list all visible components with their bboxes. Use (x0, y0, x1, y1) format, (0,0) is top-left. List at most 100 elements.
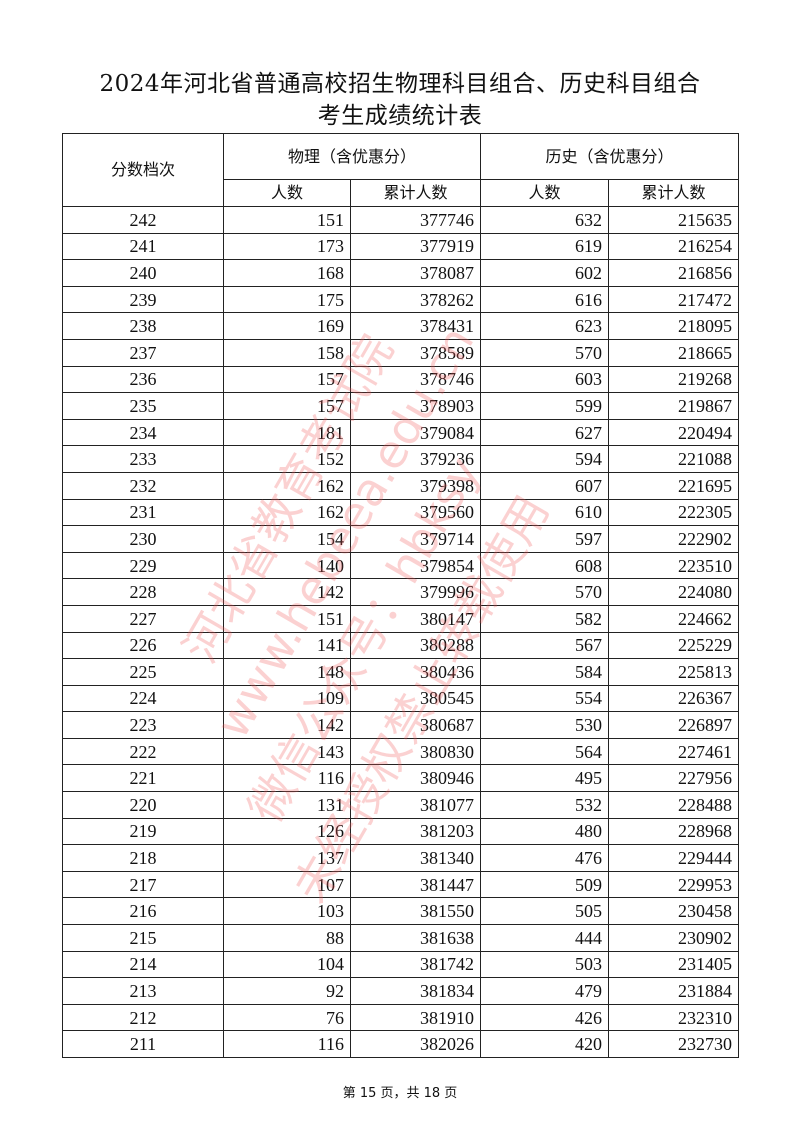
cell-history-count: 495 (480, 764, 610, 793)
cell-physics-cumulative: 378087 (349, 259, 482, 287)
cell-history-cumulative: 223510 (608, 551, 740, 580)
cell-score: 239 (62, 285, 224, 314)
cell-score: 237 (62, 338, 224, 367)
score-statistics-table: 分数档次 物理（含优惠分） 历史（含优惠分） 人数 累计人数 人数 累计人数 2… (62, 133, 740, 1058)
cell-physics-count: 143 (223, 737, 351, 766)
cell-physics-count: 126 (223, 817, 351, 846)
cell-score: 212 (62, 1003, 224, 1032)
table-row: 214 104 381742 503 231405 (62, 950, 740, 979)
table-row: 229 140 379854 608 223510 (62, 551, 740, 580)
cell-score: 213 (62, 977, 224, 1005)
cell-history-count: 444 (480, 924, 610, 952)
cell-physics-cumulative: 381638 (349, 924, 482, 952)
table-row: 236 157 378746 603 219268 (62, 365, 740, 394)
table-row: 218 137 381340 476 229444 (62, 844, 740, 872)
cell-history-cumulative: 230902 (608, 924, 740, 952)
cell-history-count: 554 (480, 684, 610, 713)
table-row: 225 148 380436 584 225813 (62, 658, 740, 686)
header-history-count: 人数 (480, 179, 610, 207)
cell-history-cumulative: 229444 (608, 844, 740, 872)
table-row: 237 158 378589 570 218665 (62, 338, 740, 367)
table-row: 239 175 378262 616 217472 (62, 285, 740, 314)
cell-physics-count: 151 (223, 206, 351, 234)
cell-score: 227 (62, 604, 224, 633)
table-row: 242 151 377746 632 215635 (62, 206, 740, 234)
cell-history-count: 584 (480, 658, 610, 686)
cell-history-count: 603 (480, 365, 610, 394)
cell-history-cumulative: 225813 (608, 658, 740, 686)
document-subtitle: 考生成绩统计表 (317, 103, 483, 129)
cell-physics-count: 88 (223, 924, 351, 952)
table-row: 235 157 378903 599 219867 (62, 392, 740, 420)
table-row: 219 126 381203 480 228968 (62, 817, 740, 846)
cell-history-cumulative: 216254 (608, 232, 740, 261)
table-row: 217 107 381447 509 229953 (62, 870, 740, 899)
cell-physics-cumulative: 381834 (349, 977, 482, 1005)
cell-history-count: 532 (480, 791, 610, 819)
header-score: 分数档次 (62, 133, 224, 207)
cell-history-cumulative: 231405 (608, 950, 740, 979)
cell-history-cumulative: 219268 (608, 365, 740, 394)
cell-history-count: 627 (480, 418, 610, 447)
cell-score: 235 (62, 392, 224, 420)
cell-score: 225 (62, 658, 224, 686)
table-row: 213 92 381834 479 231884 (62, 977, 740, 1005)
table-row: 241 173 377919 619 216254 (62, 232, 740, 261)
cell-physics-count: 162 (223, 498, 351, 527)
cell-history-cumulative: 222902 (608, 525, 740, 553)
cell-history-count: 503 (480, 950, 610, 979)
cell-history-cumulative: 224080 (608, 578, 740, 606)
cell-physics-cumulative: 381340 (349, 844, 482, 872)
cell-history-count: 597 (480, 525, 610, 553)
table-row: 221 116 380946 495 227956 (62, 764, 740, 793)
cell-history-count: 610 (480, 498, 610, 527)
cell-physics-count: 141 (223, 631, 351, 660)
cell-score: 221 (62, 764, 224, 793)
cell-history-count: 616 (480, 285, 610, 314)
table-row: 232 162 379398 607 221695 (62, 471, 740, 500)
cell-history-count: 567 (480, 631, 610, 660)
cell-physics-cumulative: 380545 (349, 684, 482, 713)
cell-score: 211 (62, 1030, 224, 1058)
cell-score: 218 (62, 844, 224, 872)
cell-score: 229 (62, 551, 224, 580)
cell-history-count: 602 (480, 259, 610, 287)
cell-physics-cumulative: 380946 (349, 764, 482, 793)
cell-physics-cumulative: 379236 (349, 445, 482, 473)
cell-history-count: 632 (480, 206, 610, 234)
cell-physics-count: 162 (223, 471, 351, 500)
cell-score: 217 (62, 870, 224, 899)
cell-history-count: 599 (480, 392, 610, 420)
cell-history-cumulative: 226367 (608, 684, 740, 713)
cell-history-count: 420 (480, 1030, 610, 1058)
cell-history-cumulative: 230458 (608, 897, 740, 926)
cell-physics-cumulative: 379560 (349, 498, 482, 527)
cell-physics-cumulative: 378903 (349, 392, 482, 420)
cell-physics-cumulative: 378262 (349, 285, 482, 314)
cell-score: 224 (62, 684, 224, 713)
cell-physics-cumulative: 379398 (349, 471, 482, 500)
document-title: 2024年河北省普通高校招生物理科目组合、历史科目组合 (99, 71, 701, 97)
cell-history-cumulative: 221695 (608, 471, 740, 500)
cell-history-cumulative: 231884 (608, 977, 740, 1005)
header-history: 历史（含优惠分） (480, 133, 740, 180)
cell-physics-cumulative: 380436 (349, 658, 482, 686)
cell-physics-count: 173 (223, 232, 351, 261)
cell-history-cumulative: 228488 (608, 791, 740, 819)
cell-history-cumulative: 215635 (608, 206, 740, 234)
cell-score: 228 (62, 578, 224, 606)
cell-history-count: 623 (480, 312, 610, 340)
cell-physics-count: 109 (223, 684, 351, 713)
table-row: 222 143 380830 564 227461 (62, 737, 740, 766)
cell-physics-count: 181 (223, 418, 351, 447)
table-row: 224 109 380545 554 226367 (62, 684, 740, 713)
cell-score: 240 (62, 259, 224, 287)
cell-history-count: 619 (480, 232, 610, 261)
cell-physics-count: 142 (223, 711, 351, 739)
cell-physics-cumulative: 381742 (349, 950, 482, 979)
cell-history-cumulative: 225229 (608, 631, 740, 660)
cell-score: 230 (62, 525, 224, 553)
cell-history-count: 480 (480, 817, 610, 846)
cell-physics-count: 116 (223, 1030, 351, 1058)
table-row: 233 152 379236 594 221088 (62, 445, 740, 473)
